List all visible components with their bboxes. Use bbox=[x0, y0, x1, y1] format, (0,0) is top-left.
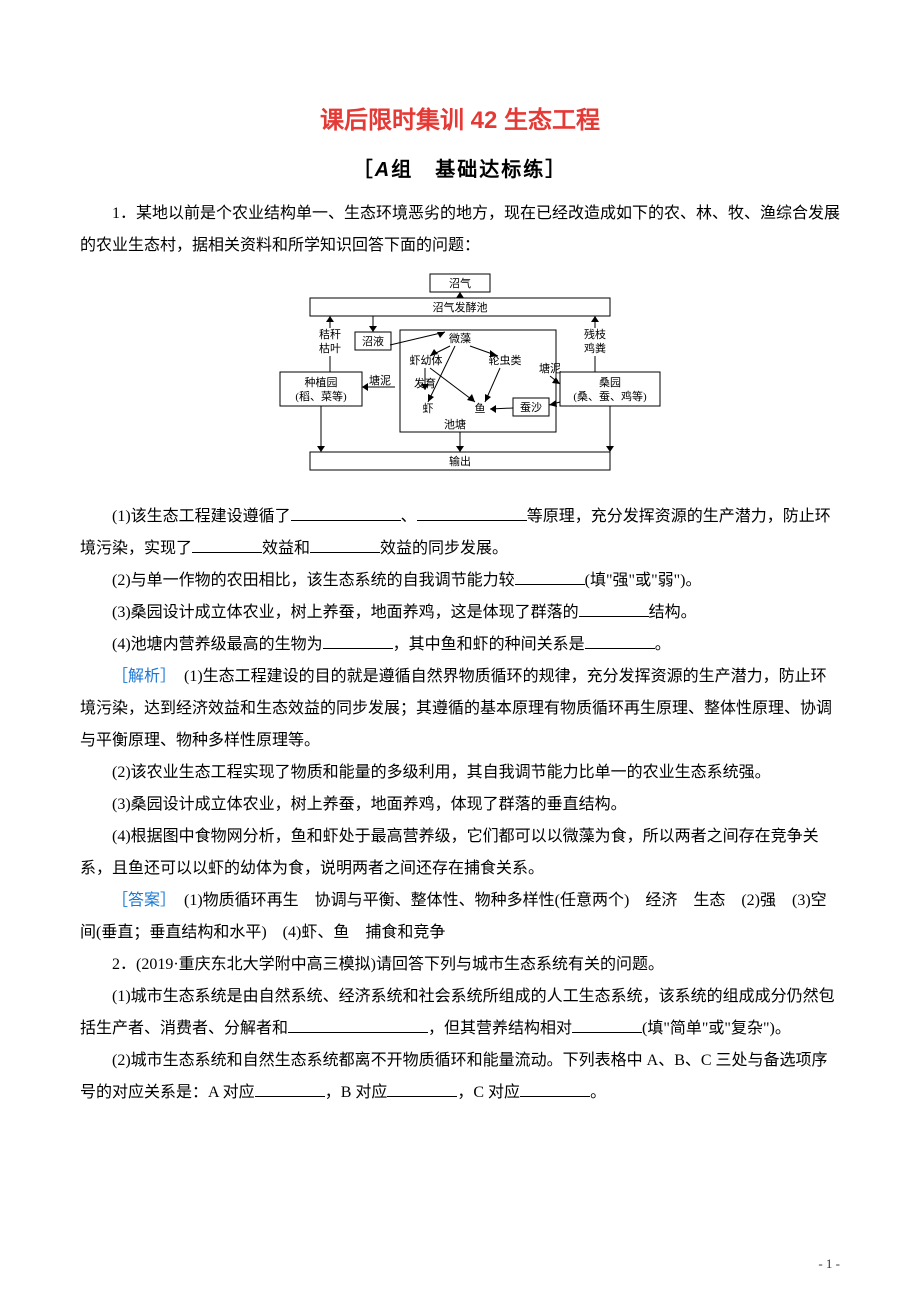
q1-1: (1)该生态工程建设遵循了、等原理，充分发挥资源的生产潜力，防止环境污染，实现了… bbox=[80, 501, 840, 565]
blank bbox=[323, 632, 393, 649]
node-mulberry-1: 桑园 bbox=[599, 376, 621, 389]
ecology-diagram: 沼气 沼气发酵池 秸秆 枯叶 沼液 微藻 bbox=[250, 272, 670, 482]
q2-1: (1)城市生态系统是由自然系统、经济系统和社会系统所组成的人工生态系统，该系统的… bbox=[80, 981, 840, 1045]
q1-1a: (1)该生态工程建设遵循了 bbox=[112, 508, 291, 525]
blank bbox=[192, 536, 262, 553]
node-plantation-1: 种植园 bbox=[305, 375, 338, 389]
q1-1b: 、 bbox=[401, 508, 417, 525]
section-subtitle: ［A组 基础达标练］ bbox=[80, 153, 840, 182]
subtitle-suffix: 组 基础达标练］ bbox=[391, 159, 567, 181]
node-residue-2: 鸡粪 bbox=[584, 341, 606, 355]
node-silkworm-sand: 蚕沙 bbox=[520, 401, 542, 414]
q1-2: (2)与单一作物的农田相比，该生态系统的自我调节能力较 (填"强"或"弱")。 bbox=[80, 565, 840, 597]
blank bbox=[387, 1080, 457, 1097]
node-biogas-liquid: 沼液 bbox=[362, 334, 384, 348]
blank bbox=[291, 504, 401, 521]
q2-1c: (填"简单"或"复杂")。 bbox=[642, 1020, 791, 1037]
node-fermenter: 沼气发酵池 bbox=[433, 300, 488, 314]
analysis-4: (4)根据图中食物网分析，鱼和虾处于最高营养级，它们都可以以微藻为食，所以两者之… bbox=[80, 821, 840, 885]
analysis-1: ［解析］ (1)生态工程建设的目的就是遵循自然界物质循环的规律，充分发挥资源的生… bbox=[80, 661, 840, 757]
page-title: 课后限时集训 42 生态工程 bbox=[80, 100, 840, 135]
diagram-container: 沼气 沼气发酵池 秸秆 枯叶 沼液 微藻 bbox=[80, 272, 840, 487]
analysis1-text: (1)生态工程建设的目的就是遵循自然界物质循环的规律，充分发挥资源的生产潜力，防… bbox=[80, 668, 832, 749]
node-straw-2: 枯叶 bbox=[319, 341, 341, 355]
blank bbox=[288, 1016, 428, 1033]
q1-2b: (填"强"或"弱")。 bbox=[585, 572, 702, 589]
q1-4: (4)池塘内营养级最高的生物为 ，其中鱼和虾的种间关系是 。 bbox=[80, 629, 840, 661]
blank bbox=[585, 632, 655, 649]
node-shrimp-larva: 虾幼体 bbox=[410, 353, 443, 367]
q1-4b: ，其中鱼和虾的种间关系是 bbox=[393, 636, 585, 653]
q1-1d: 效益和 bbox=[262, 540, 310, 557]
node-output: 输出 bbox=[449, 454, 471, 468]
subtitle-letter: A bbox=[375, 159, 391, 181]
answer-text: (1)物质循环再生 协调与平衡、整体性、物种多样性(任意两个) 经济 生态 (2… bbox=[80, 892, 827, 941]
blank bbox=[579, 600, 649, 617]
node-pond: 池塘 bbox=[444, 417, 466, 431]
blank bbox=[255, 1080, 325, 1097]
node-pond-mud-1: 塘泥 bbox=[369, 373, 391, 387]
page-number: - 1 - bbox=[818, 1256, 840, 1272]
blank bbox=[572, 1016, 642, 1033]
q2-2d: 。 bbox=[590, 1084, 606, 1101]
q1-4a: (4)池塘内营养级最高的生物为 bbox=[112, 636, 323, 653]
subtitle-prefix: ［ bbox=[353, 159, 375, 181]
q2-2b: ，B 对应 bbox=[325, 1084, 388, 1101]
analysis-3: (3)桑园设计成立体农业，树上养蚕，地面养鸡，体现了群落的垂直结构。 bbox=[80, 789, 840, 821]
node-residue-1: 残枝 bbox=[584, 327, 606, 341]
node-microalgae: 微藻 bbox=[449, 331, 471, 345]
q2-1b: ，但其营养结构相对 bbox=[428, 1020, 572, 1037]
node-pond-mud-2: 塘泥 bbox=[539, 361, 561, 375]
q2-2: (2)城市生态系统和自然生态系统都离不开物质循环和能量流动。下列表格中 A、B、… bbox=[80, 1045, 840, 1109]
q2-2c: ，C 对应 bbox=[457, 1084, 520, 1101]
node-mulberry-2: (桑、蚕、鸡等) bbox=[573, 389, 647, 403]
q1-2a: (2)与单一作物的农田相比，该生态系统的自我调节能力较 bbox=[112, 572, 515, 589]
analysis-2: (2)该农业生态工程实现了物质和能量的多级利用，其自我调节能力比单一的农业生态系… bbox=[80, 757, 840, 789]
node-straw-1: 秸秆 bbox=[319, 328, 341, 341]
analysis-label: ［解析］ bbox=[112, 668, 168, 685]
blank bbox=[515, 568, 585, 585]
q2-intro: 2．(2019·重庆东北大学附中高三模拟)请回答下列与城市生态系统有关的问题。 bbox=[80, 949, 840, 981]
q1-3b: 结构。 bbox=[649, 604, 697, 621]
node-fish: 鱼 bbox=[475, 401, 486, 415]
node-shrimp: 虾 bbox=[423, 402, 434, 415]
q1-3a: (3)桑园设计成立体农业，树上养蚕，地面养鸡，这是体现了群落的 bbox=[112, 604, 579, 621]
blank bbox=[310, 536, 380, 553]
q1-3: (3)桑园设计成立体农业，树上养蚕，地面养鸡，这是体现了群落的 结构。 bbox=[80, 597, 840, 629]
q1-4c: 。 bbox=[655, 636, 671, 653]
q1-intro: 1．某地以前是个农业结构单一、生态环境恶劣的地方，现在已经改造成如下的农、林、牧… bbox=[80, 198, 840, 262]
q1-1e: 效益的同步发展。 bbox=[380, 540, 508, 557]
node-biogas: 沼气 bbox=[449, 276, 471, 290]
answer: ［答案］ (1)物质循环再生 协调与平衡、整体性、物种多样性(任意两个) 经济 … bbox=[80, 885, 840, 949]
blank bbox=[417, 504, 527, 521]
answer-label: ［答案］ bbox=[112, 892, 168, 909]
node-plantation-2: (稻、菜等) bbox=[295, 389, 347, 403]
blank bbox=[520, 1080, 590, 1097]
